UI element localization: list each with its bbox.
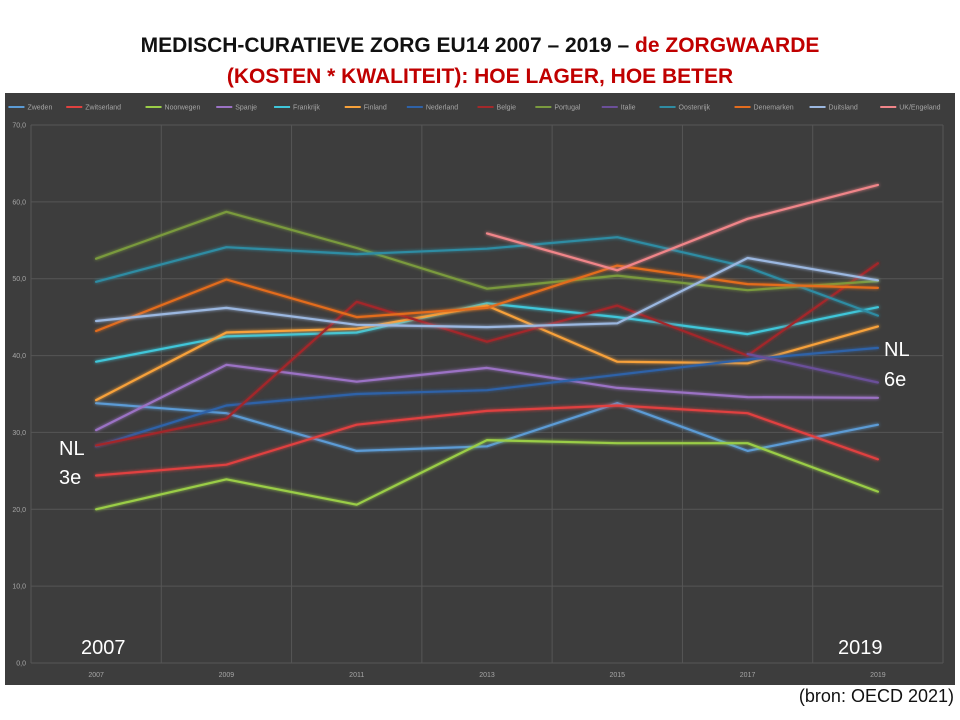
series-line-zweden	[95, 402, 879, 452]
legend-label: Spanje	[235, 105, 257, 112]
y-tick-label: 20,0	[12, 507, 26, 514]
legend-label: Nederland	[426, 105, 458, 112]
legend-label: Portugal	[554, 105, 581, 112]
legend-label: Noorwegen	[165, 105, 201, 112]
series-line-spanje	[95, 363, 879, 432]
legend-label: UK/Engeland	[899, 105, 940, 112]
series-line-duitsland	[95, 256, 879, 329]
y-tick-label: 40,0	[12, 353, 26, 360]
y-tick-label: 10,0	[12, 584, 26, 591]
legend-label: Zweden	[27, 105, 52, 112]
series-line-uk-engeland	[485, 183, 879, 272]
title-line-2: (KOSTEN * KWALITEIT): HOE LAGER, HOE BET…	[226, 65, 734, 88]
x-tick-label: 2019	[870, 672, 886, 679]
legend-label: Italie	[621, 105, 636, 112]
title-part-1: MEDISCH-CURATIEVE ZORG EU14 2007 – 2019 …	[140, 34, 636, 57]
legend-label: Denemarken	[754, 105, 794, 112]
y-tick-label: 70,0	[12, 123, 26, 130]
series-lines	[95, 183, 879, 511]
x-tick-label: 2007	[88, 672, 104, 679]
legend-label: Frankrijk	[293, 105, 320, 112]
annotation-year-right: 2019	[838, 637, 883, 659]
legend-label: Belgie	[497, 105, 517, 112]
series-line-denemarken	[95, 264, 879, 333]
annotation-nl-left-1: NL	[59, 438, 85, 460]
series-line-belgie	[95, 262, 879, 447]
source-note: (bron: OECD 2021)	[798, 686, 954, 706]
legend-label: Zwitserland	[85, 105, 121, 112]
x-tick-label: 2009	[219, 672, 235, 679]
annotation-nl-right-2: 6e	[884, 369, 906, 391]
series-line-nederland	[95, 346, 879, 448]
annotation-year-left: 2007	[81, 637, 126, 659]
series-line-finland	[95, 304, 879, 402]
y-tick-label: 60,0	[12, 199, 26, 206]
series-line-noorwegen	[95, 439, 879, 511]
x-tick-label: 2011	[349, 672, 364, 679]
series-line-frankrijk	[95, 302, 879, 363]
x-tick-label: 2013	[479, 672, 495, 679]
annotation-nl-right-1: NL	[884, 339, 910, 361]
axis-ticks: 0,0 10,0 20,0 30,0 40,0 50,0 60,0 70,0 2007 2009 2…	[12, 123, 885, 680]
legend-label: Finland	[364, 105, 387, 112]
legend-label: Duitsland	[829, 105, 858, 112]
chart-title: MEDISCH-CURATIEVE ZORG EU14 2007 – 2019 …	[0, 30, 960, 92]
y-tick-label: 30,0	[12, 430, 26, 437]
gridlines	[30, 124, 944, 664]
annotation-nl-left-2: 3e	[59, 467, 81, 489]
title-part-2: de ZORGWAARDE	[635, 34, 820, 57]
series-line-oostenrijk	[95, 236, 879, 317]
series-line-zwitserland	[95, 404, 879, 477]
x-tick-label: 2015	[609, 672, 625, 679]
series-line-italie	[746, 352, 879, 384]
x-tick-label: 2017	[740, 672, 756, 679]
legend-label: Oostenrijk	[679, 105, 711, 112]
y-tick-label: 0,0	[16, 661, 26, 668]
line-chart: Zweden Zwitserland Noorwegen Spanje Frankrij…	[5, 93, 955, 685]
title-line-1: MEDISCH-CURATIEVE ZORG EU14 2007 – 2019 …	[0, 30, 960, 61]
legend: Zweden Zwitserland Noorwegen Spanje Frankrij…	[8, 105, 941, 112]
y-tick-label: 50,0	[12, 276, 26, 283]
series-line-portugal	[95, 210, 879, 292]
